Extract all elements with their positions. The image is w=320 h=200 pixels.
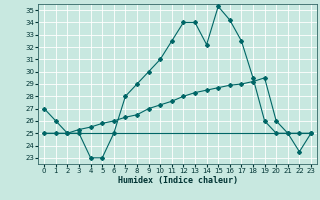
X-axis label: Humidex (Indice chaleur): Humidex (Indice chaleur) [118,176,238,185]
